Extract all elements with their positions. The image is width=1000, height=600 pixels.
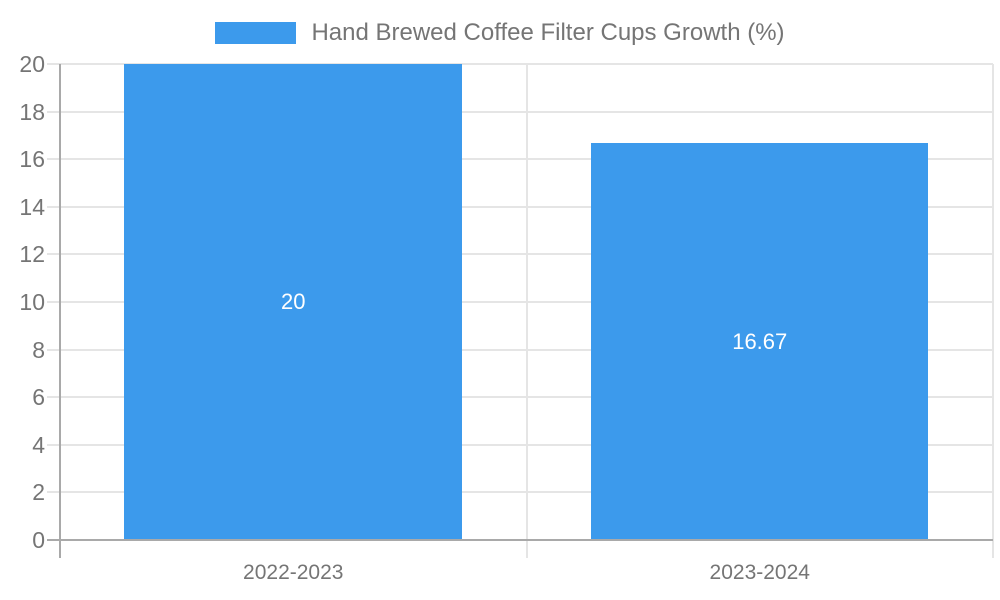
- bar-value-label: 20: [280, 289, 306, 314]
- y-axis-tick: [47, 301, 60, 303]
- y-axis-tick: [47, 63, 60, 65]
- gridline-vertical: [525, 64, 528, 558]
- y-axis-tick-label: 20: [19, 51, 45, 77]
- y-axis-tick-label: 2: [32, 479, 45, 506]
- bar-2022-2023[interactable]: [124, 64, 462, 540]
- y-axis-tick-label: 18: [19, 98, 45, 125]
- y-axis-line: [59, 64, 61, 558]
- gridline-vertical: [992, 64, 994, 558]
- y-axis-tick: [47, 205, 60, 208]
- y-axis-tick-label: 14: [19, 193, 45, 220]
- bar-2023-2024[interactable]: [590, 143, 929, 540]
- y-axis-tick: [47, 396, 60, 399]
- y-axis-tick: [47, 443, 60, 446]
- y-axis-tick-label: 16: [19, 146, 45, 173]
- x-axis-label: 2023-2024: [709, 561, 810, 584]
- y-axis-tick: [47, 348, 60, 351]
- x-axis-line: [47, 539, 993, 541]
- y-axis-tick: [47, 158, 60, 161]
- y-axis-tick: [47, 253, 60, 256]
- legend-swatch: [215, 22, 297, 44]
- y-axis-tick-label: 8: [32, 336, 45, 363]
- x-axis-label: 2022-2023: [243, 561, 344, 584]
- y-axis-tick: [47, 110, 60, 113]
- legend-label: Hand Brewed Coffee Filter Cups Growth (%…: [311, 19, 785, 46]
- legend-item[interactable]: Hand Brewed Coffee Filter Cups Growth (%…: [0, 20, 1000, 46]
- y-axis-tick-label: 4: [32, 431, 45, 458]
- y-axis-tick-label: 10: [19, 289, 45, 315]
- y-axis-tick-label: 6: [32, 384, 45, 411]
- y-axis-tick-label: 0: [32, 527, 45, 553]
- bar-value-label: 16.67: [732, 328, 788, 354]
- y-axis-tick: [47, 491, 60, 494]
- y-axis-tick-label: 12: [19, 241, 45, 268]
